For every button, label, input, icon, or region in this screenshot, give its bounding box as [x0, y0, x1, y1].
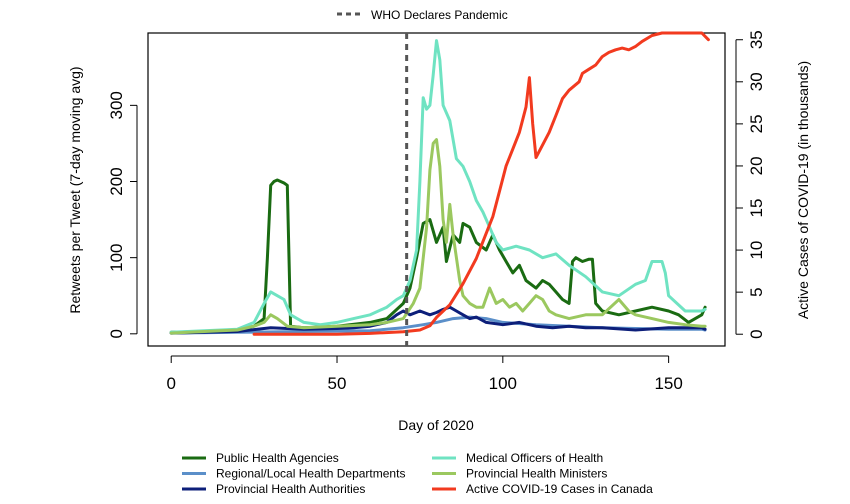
y-right-tick-label: 5: [747, 287, 766, 296]
y-right-tick-label: 35: [747, 30, 766, 49]
plot-frame: [147, 32, 726, 347]
series-line-3: [169, 305, 707, 335]
series-layer: [169, 31, 710, 336]
y-right-tick-label: 25: [747, 114, 766, 133]
legend-label: Provincial Health Authorities: [216, 482, 365, 496]
y-left-tick-label: 200: [107, 167, 126, 195]
series-line-6: [252, 31, 710, 336]
legend-label: Medical Officers of Health: [466, 451, 603, 465]
legend-label: Active COVID-19 Cases in Canada: [466, 482, 653, 496]
x-axis: 0 50 100 150: [166, 355, 683, 393]
y-axis-left-label: Retweets per Tweet (7-day moving avg): [67, 66, 83, 313]
y-right-tick-label: 15: [747, 199, 766, 218]
legend-label: Regional/Local Health Departments: [216, 467, 405, 481]
x-tick-label: 100: [489, 374, 517, 393]
y-left-tick-label: 100: [107, 244, 126, 272]
y-right-tick-label: 10: [747, 241, 766, 260]
vline-legend: WHO Declares Pandemic: [337, 8, 508, 22]
y-right-tick-label: 20: [747, 156, 766, 175]
y-axis-right: 0 5 10 15 20 25 30 35: [735, 30, 766, 339]
legend-label: Provincial Health Ministers: [466, 467, 607, 481]
series-line-5: [169, 138, 707, 335]
legend-label: Public Health Agencies: [216, 451, 339, 465]
y-left-tick-label: 0: [107, 329, 126, 338]
x-tick-label: 50: [328, 374, 347, 393]
series-line-1: [169, 178, 707, 334]
series-line-4: [169, 39, 707, 334]
y-right-tick-label: 30: [747, 72, 766, 91]
x-tick-label: 150: [654, 374, 682, 393]
y-right-tick-label: 0: [747, 329, 766, 338]
y-axis-left: 0 100 200 300: [107, 91, 138, 339]
y-left-tick-label: 300: [107, 91, 126, 119]
y-axis-right-label: Active Cases of COVID-19 (in thousands): [795, 61, 811, 319]
x-tick-label: 0: [166, 374, 175, 393]
legend: Public Health Agencies Medical Officers o…: [182, 451, 653, 496]
vline-legend-label: WHO Declares Pandemic: [371, 8, 508, 22]
x-axis-label: Day of 2020: [398, 417, 474, 433]
